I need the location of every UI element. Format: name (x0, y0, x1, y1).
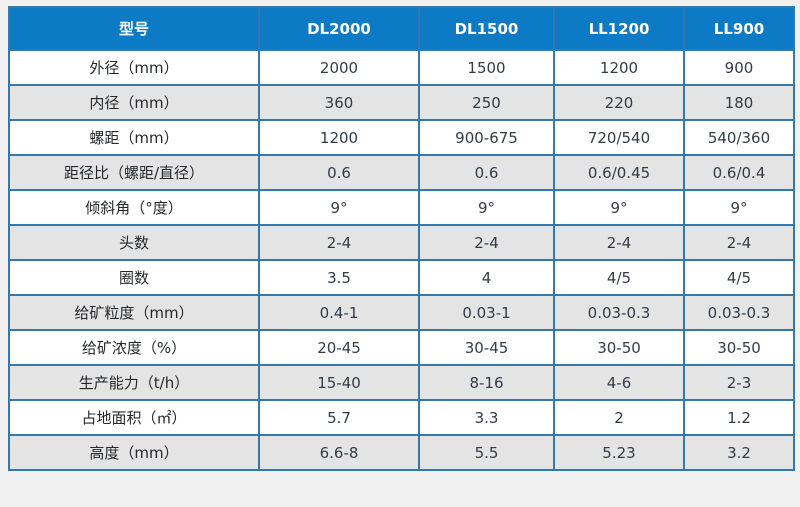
table-row: 高度（mm） 6.6-8 5.5 5.23 3.2 (8, 434, 795, 471)
spec-table-container: 型号 DL2000 DL1500 LL1200 LL900 外径（mm） 200… (8, 6, 795, 471)
spec-cell: 250 (418, 84, 555, 121)
spec-cell: 0.6 (258, 154, 420, 191)
row-label: 给矿浓度（%） (8, 329, 260, 366)
spec-cell: 2-4 (418, 224, 555, 261)
spec-cell: 0.03-0.3 (683, 294, 795, 331)
row-label: 生产能力（t/h） (8, 364, 260, 401)
spec-cell: 0.03-0.3 (553, 294, 685, 331)
spec-table-body: 外径（mm） 2000 1500 1200 900 内径（mm） 360 250… (8, 49, 795, 471)
spec-cell: 4/5 (683, 259, 795, 296)
table-row: 距径比（螺距/直径） 0.6 0.6 0.6/0.45 0.6/0.4 (8, 154, 795, 191)
column-header-ll900: LL900 (683, 6, 795, 51)
spec-cell: 3.5 (258, 259, 420, 296)
spec-cell: 2-3 (683, 364, 795, 401)
column-header-dl2000: DL2000 (258, 6, 420, 51)
spec-cell: 2-4 (553, 224, 685, 261)
spec-cell: 9° (258, 189, 420, 226)
spec-cell: 9° (418, 189, 555, 226)
spec-cell: 9° (553, 189, 685, 226)
row-label: 距径比（螺距/直径） (8, 154, 260, 191)
row-label: 倾斜角（°度） (8, 189, 260, 226)
spec-cell: 0.6/0.4 (683, 154, 795, 191)
spec-cell: 30-45 (418, 329, 555, 366)
row-label: 圈数 (8, 259, 260, 296)
spec-cell: 2-4 (683, 224, 795, 261)
table-row: 螺距（mm） 1200 900-675 720/540 540/360 (8, 119, 795, 156)
table-row: 头数 2-4 2-4 2-4 2-4 (8, 224, 795, 261)
row-label: 内径（mm） (8, 84, 260, 121)
spec-cell: 900-675 (418, 119, 555, 156)
spec-cell: 0.4-1 (258, 294, 420, 331)
spec-cell: 5.23 (553, 434, 685, 471)
row-label: 占地面积（㎡） (8, 399, 260, 436)
table-row: 占地面积（㎡） 5.7 3.3 2 1.2 (8, 399, 795, 436)
row-label: 头数 (8, 224, 260, 261)
spec-cell: 3.3 (418, 399, 555, 436)
spec-cell: 20-45 (258, 329, 420, 366)
column-header-dl1500: DL1500 (418, 6, 555, 51)
spec-cell: 3.2 (683, 434, 795, 471)
table-row: 圈数 3.5 4 4/5 4/5 (8, 259, 795, 296)
row-label: 给矿粒度（mm） (8, 294, 260, 331)
spec-cell: 15-40 (258, 364, 420, 401)
spec-cell: 4-6 (553, 364, 685, 401)
spec-table: 型号 DL2000 DL1500 LL1200 LL900 外径（mm） 200… (8, 6, 795, 471)
spec-cell: 5.7 (258, 399, 420, 436)
table-row: 内径（mm） 360 250 220 180 (8, 84, 795, 121)
spec-cell: 0.6 (418, 154, 555, 191)
spec-cell: 720/540 (553, 119, 685, 156)
table-row: 外径（mm） 2000 1500 1200 900 (8, 49, 795, 86)
spec-cell: 30-50 (683, 329, 795, 366)
spec-cell: 2000 (258, 49, 420, 86)
spec-cell: 9° (683, 189, 795, 226)
spec-cell: 0.6/0.45 (553, 154, 685, 191)
table-row: 生产能力（t/h） 15-40 8-16 4-6 2-3 (8, 364, 795, 401)
spec-cell: 6.6-8 (258, 434, 420, 471)
column-header-ll1200: LL1200 (553, 6, 685, 51)
spec-cell: 220 (553, 84, 685, 121)
table-row: 倾斜角（°度） 9° 9° 9° 9° (8, 189, 795, 226)
spec-cell: 540/360 (683, 119, 795, 156)
row-label: 外径（mm） (8, 49, 260, 86)
spec-cell: 2-4 (258, 224, 420, 261)
row-label: 螺距（mm） (8, 119, 260, 156)
spec-cell: 1.2 (683, 399, 795, 436)
header-row: 型号 DL2000 DL1500 LL1200 LL900 (8, 6, 795, 51)
spec-cell: 8-16 (418, 364, 555, 401)
row-label: 高度（mm） (8, 434, 260, 471)
spec-cell: 1200 (258, 119, 420, 156)
column-header-model: 型号 (8, 6, 260, 51)
spec-cell: 2 (553, 399, 685, 436)
spec-cell: 30-50 (553, 329, 685, 366)
spec-cell: 360 (258, 84, 420, 121)
spec-cell: 900 (683, 49, 795, 86)
table-row: 给矿浓度（%） 20-45 30-45 30-50 30-50 (8, 329, 795, 366)
spec-cell: 0.03-1 (418, 294, 555, 331)
spec-cell: 4 (418, 259, 555, 296)
spec-cell: 1200 (553, 49, 685, 86)
table-row: 给矿粒度（mm） 0.4-1 0.03-1 0.03-0.3 0.03-0.3 (8, 294, 795, 331)
spec-cell: 4/5 (553, 259, 685, 296)
spec-cell: 1500 (418, 49, 555, 86)
spec-cell: 180 (683, 84, 795, 121)
spec-cell: 5.5 (418, 434, 555, 471)
spec-table-header: 型号 DL2000 DL1500 LL1200 LL900 (8, 6, 795, 51)
